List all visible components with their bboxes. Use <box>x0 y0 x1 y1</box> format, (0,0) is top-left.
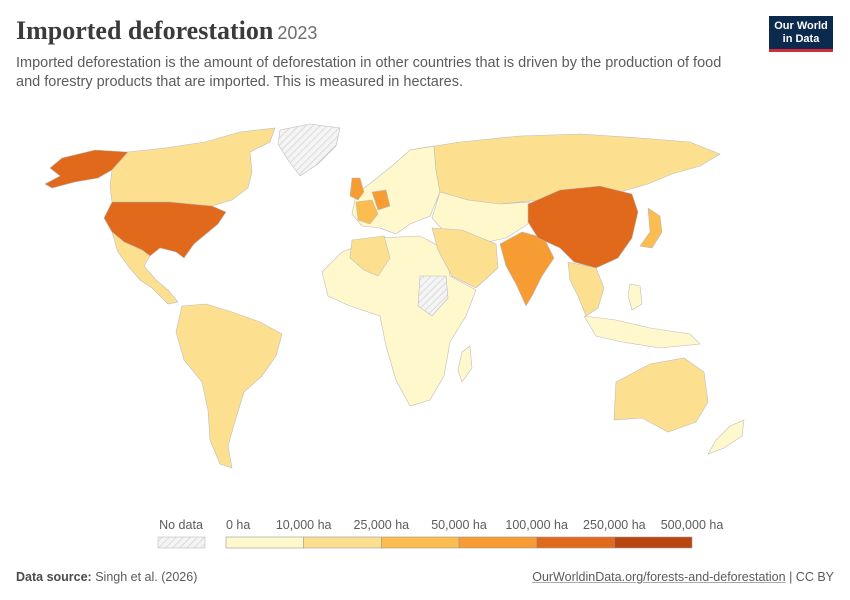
world-map[interactable] <box>0 120 850 510</box>
legend-bin-4[interactable] <box>536 536 615 549</box>
legend-label-0: 0 ha <box>226 518 250 532</box>
region-germany[interactable] <box>371 189 391 211</box>
logo-line-2: in Data <box>782 33 820 45</box>
legend-bin-3[interactable] <box>458 536 537 549</box>
region-china[interactable] <box>527 185 639 269</box>
region-mexico[interactable] <box>111 231 179 305</box>
region-middle-east[interactable] <box>431 227 499 289</box>
chart-subtitle: Imported deforestation is the amount of … <box>16 55 722 90</box>
url-note: OurWorldinData.org/forests-and-deforesta… <box>532 570 834 584</box>
chart-year: 2023 <box>277 23 318 43</box>
source-link[interactable]: OurWorldinData.org/forests-and-deforesta… <box>532 570 786 584</box>
region-south-america[interactable] <box>175 303 283 469</box>
region-algeria[interactable] <box>349 235 391 277</box>
legend-label-4: 100,000 ha <box>505 518 568 532</box>
legend-label-1: 10,000 ha <box>276 518 332 532</box>
chart-title: Imported deforestation 2023 <box>16 16 318 45</box>
region-philippines[interactable] <box>627 283 643 311</box>
legend-label-2: 25,000 ha <box>354 518 410 532</box>
region-australia[interactable] <box>613 357 709 433</box>
chart-header: Imported deforestation 2023 Imported defo… <box>16 14 746 92</box>
region-japan[interactable] <box>639 207 663 249</box>
license-text: | CC BY <box>785 570 834 584</box>
legend-bin-0[interactable] <box>225 536 304 549</box>
region-greenland <box>277 123 341 177</box>
legend-bin-1[interactable] <box>303 536 382 549</box>
legend: No data 0 ha 10,000 ha 25,000 ha 50,000 ha 1… <box>157 518 724 549</box>
source-text: Singh et al. (2026) <box>95 570 198 584</box>
region-france[interactable] <box>355 199 379 225</box>
legend-bin-5[interactable] <box>614 536 693 549</box>
region-sudan <box>417 275 449 317</box>
legend-no-data-label: No data <box>159 518 203 532</box>
region-new-zealand[interactable] <box>707 419 745 455</box>
owid-logo[interactable]: Our World in Data <box>769 16 833 52</box>
legend-label-6: 500,000 ha <box>661 518 724 532</box>
source-note: Data source: Singh et al. (2026) <box>16 570 197 584</box>
legend-bin-2[interactable] <box>381 536 460 549</box>
region-madagascar[interactable] <box>457 345 473 383</box>
region-indonesia[interactable] <box>583 315 701 349</box>
logo-line-1: Our World <box>774 20 828 32</box>
region-canada[interactable] <box>109 127 276 207</box>
legend-label-5: 250,000 ha <box>583 518 646 532</box>
region-southeast-asia[interactable] <box>567 261 605 317</box>
region-alaska[interactable] <box>44 149 129 189</box>
legend-no-data-swatch <box>157 536 206 549</box>
region-uk[interactable] <box>349 177 365 201</box>
region-india[interactable] <box>499 231 555 307</box>
legend-label-3: 50,000 ha <box>431 518 487 532</box>
source-label: Data source: <box>16 570 92 584</box>
